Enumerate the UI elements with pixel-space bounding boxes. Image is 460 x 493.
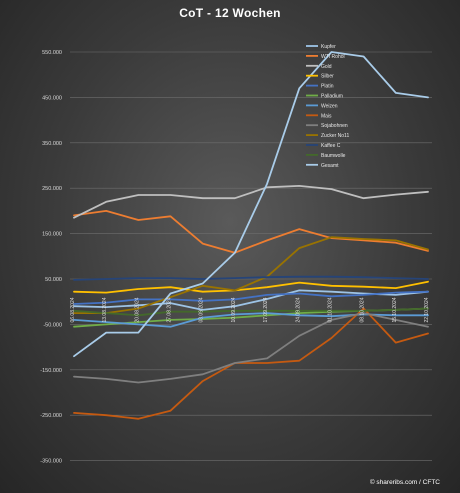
legend-label: Mais — [321, 113, 332, 119]
x-tick-label: 24.09.2024 — [295, 297, 301, 322]
legend-label: Zucker No11 — [321, 133, 349, 139]
y-tick-label: -350.000 — [40, 459, 62, 465]
x-tick-label: 10.09.2024 — [231, 297, 237, 322]
chart-title: CoT - 12 Wochen — [179, 6, 281, 20]
source-credit: © shareribs.com / CFTC — [369, 479, 440, 486]
series-line-sojabohnen — [73, 312, 429, 384]
x-tick-label: 06.08.2024 — [70, 297, 76, 322]
legend-label: Gesamt — [321, 163, 339, 169]
series-line-gesamt — [73, 51, 429, 358]
x-tick-label: 20.08.2024 — [134, 297, 140, 322]
x-tick-label: 03.09.2024 — [199, 297, 205, 322]
legend-label: Palladium — [321, 94, 343, 100]
series-line-baumwolle — [73, 307, 429, 317]
y-tick-label: 250.000 — [42, 186, 62, 192]
series-line-zucker-no11 — [73, 236, 429, 315]
series-line-mais — [73, 307, 429, 420]
legend-label: Baumwolle — [321, 153, 346, 159]
y-tick-label: -250.000 — [40, 413, 62, 419]
y-tick-label: -50.000 — [43, 322, 62, 328]
x-tick-label: 15.10.2024 — [392, 297, 398, 322]
x-tick-label: 22.10.2024 — [424, 297, 430, 322]
series-line-silber — [73, 280, 429, 294]
legend-label: Platin — [321, 84, 334, 90]
legend-label: Gold — [321, 64, 332, 70]
legend-label: Sojabohnen — [321, 123, 348, 129]
series-line-gold — [73, 184, 429, 219]
y-tick-label: 450.000 — [42, 95, 62, 101]
y-tick-label: -150.000 — [40, 368, 62, 374]
y-tick-label: 50.000 — [45, 277, 62, 283]
legend-label: Weizen — [321, 103, 338, 109]
series-line-kaffee-c — [73, 275, 429, 281]
y-tick-label: 350.000 — [42, 141, 62, 147]
series-line-wti-roh-l — [73, 209, 429, 254]
x-tick-label: 08.10.2024 — [360, 297, 366, 322]
legend-label: Kupfer — [321, 44, 336, 50]
legend-label: Kaffee C — [321, 143, 341, 149]
legend-label: Silber — [321, 74, 334, 80]
y-tick-label: 150.000 — [42, 232, 62, 238]
series-line-platin — [73, 290, 429, 305]
legend-label: WTI Rohöl — [321, 54, 345, 60]
y-tick-label: 550.000 — [42, 50, 62, 56]
x-tick-label: 01.10.2024 — [327, 297, 333, 322]
x-tick-label: 13.08.2024 — [102, 297, 108, 322]
x-tick-label: 27.08.2024 — [167, 297, 173, 322]
x-tick-label: 17.09.2024 — [263, 297, 269, 322]
